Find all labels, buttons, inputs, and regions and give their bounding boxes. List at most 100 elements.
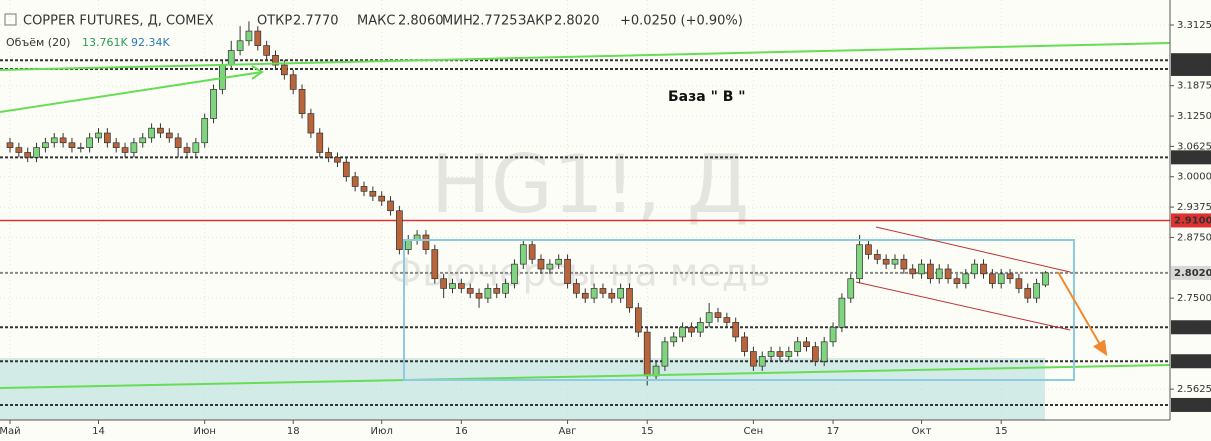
candle-body <box>130 142 138 153</box>
channel-line <box>855 281 1071 331</box>
level-label-bg <box>1171 397 1211 412</box>
candle-body <box>103 132 111 144</box>
low-label: МИН <box>442 14 473 29</box>
candle-body <box>750 351 757 367</box>
candle-body <box>307 113 315 134</box>
level-label-bg <box>1171 150 1211 165</box>
candle-body <box>289 74 297 90</box>
candle-body <box>378 195 386 202</box>
candle-body <box>776 351 784 357</box>
candle-body <box>573 283 580 294</box>
candle-body <box>997 273 1005 284</box>
candle-body <box>316 132 324 153</box>
candle-body <box>192 142 200 153</box>
candle-body <box>856 244 863 280</box>
channel-line <box>875 226 1071 273</box>
candle-body <box>661 341 669 367</box>
candle-body <box>449 283 456 289</box>
candle-body <box>909 268 917 275</box>
candle-body <box>829 326 837 343</box>
trend-arrow <box>251 65 264 80</box>
candle-body <box>174 137 182 148</box>
candle-body <box>944 268 952 280</box>
candle-body <box>617 288 625 299</box>
candle-body <box>519 244 527 265</box>
y-tick-label: 3.0625 <box>1177 141 1211 152</box>
candle-body <box>68 142 76 148</box>
candle-body <box>1033 283 1040 299</box>
candle-body <box>121 147 129 153</box>
candle-body <box>387 200 394 212</box>
high-label: МАКС <box>357 14 395 29</box>
candle-body <box>33 147 40 158</box>
candle-body <box>1042 272 1049 286</box>
trend-line <box>0 71 263 113</box>
candle-body <box>15 147 23 153</box>
candle-body <box>953 278 961 284</box>
level-label: 2.8020 <box>1174 268 1211 279</box>
candle-body <box>210 88 217 119</box>
candle-body <box>334 156 341 163</box>
y-tick-label: 2.9375 <box>1177 202 1211 213</box>
level-label-bg <box>1171 320 1211 335</box>
x-tick-label: 14 <box>92 426 105 437</box>
collapse-icon[interactable] <box>4 13 17 26</box>
candle-body <box>201 118 209 144</box>
candle-body <box>77 147 85 149</box>
y-tick-label: 3.1875 <box>1177 81 1211 92</box>
candle-body <box>157 127 164 134</box>
candle-body <box>935 268 943 280</box>
candle-body <box>1006 273 1014 280</box>
candle-body <box>546 263 554 270</box>
level-label: 2.5300 <box>1174 400 1211 411</box>
candle-body <box>688 326 695 333</box>
candle-body <box>59 137 67 144</box>
level-label-bg <box>1171 354 1211 369</box>
candle-body <box>590 288 598 299</box>
y-tick-label: 2.7500 <box>1177 293 1211 304</box>
y-tick-label: 2.5625 <box>1177 384 1211 395</box>
x-tick-label: 18 <box>287 426 300 437</box>
change-value: +0.0250 (+0.90%) <box>620 14 743 29</box>
candle-body <box>1015 278 1023 289</box>
candle-body <box>227 50 235 66</box>
x-tick-label: Авг <box>559 426 577 437</box>
candle-body <box>767 351 775 357</box>
candle-body <box>962 273 970 284</box>
candle-body <box>511 263 518 284</box>
x-tick-label: 17 <box>827 426 840 437</box>
candle-body <box>42 142 49 148</box>
candle-body <box>811 346 819 362</box>
level-label-bg <box>1171 61 1211 76</box>
candle-body <box>148 127 155 139</box>
candle-body <box>236 40 244 51</box>
trend-line <box>0 364 1171 389</box>
candle-body <box>581 292 589 299</box>
candle-body <box>785 351 793 357</box>
axes: 3.3125 3.1875 3.1250 3.0625 3.0000 2.9375 2.87… <box>0 20 1211 437</box>
candle-body <box>927 263 934 280</box>
candle-body <box>165 132 173 139</box>
candle-body <box>758 356 766 367</box>
candle-body <box>634 307 642 333</box>
candles <box>6 21 1049 386</box>
candle-body <box>493 288 501 294</box>
base-box <box>403 239 1075 381</box>
candle-body <box>475 292 483 299</box>
candle-body <box>741 336 748 352</box>
level-label: 3.2400 <box>1174 55 1211 66</box>
level-label-bg <box>1171 213 1211 228</box>
level-label-bg <box>1171 265 1211 280</box>
candle-body <box>891 258 899 265</box>
candle-body <box>183 147 191 153</box>
candle-body <box>564 258 571 284</box>
candle-body <box>484 288 492 299</box>
candle-body <box>360 186 368 192</box>
x-tick-label: Окт <box>912 426 932 437</box>
level-label: 2.6900 <box>1174 322 1211 333</box>
volume-area <box>0 358 1045 420</box>
candle-body <box>882 258 890 265</box>
candle-body <box>50 137 58 144</box>
candle-body <box>820 341 828 362</box>
